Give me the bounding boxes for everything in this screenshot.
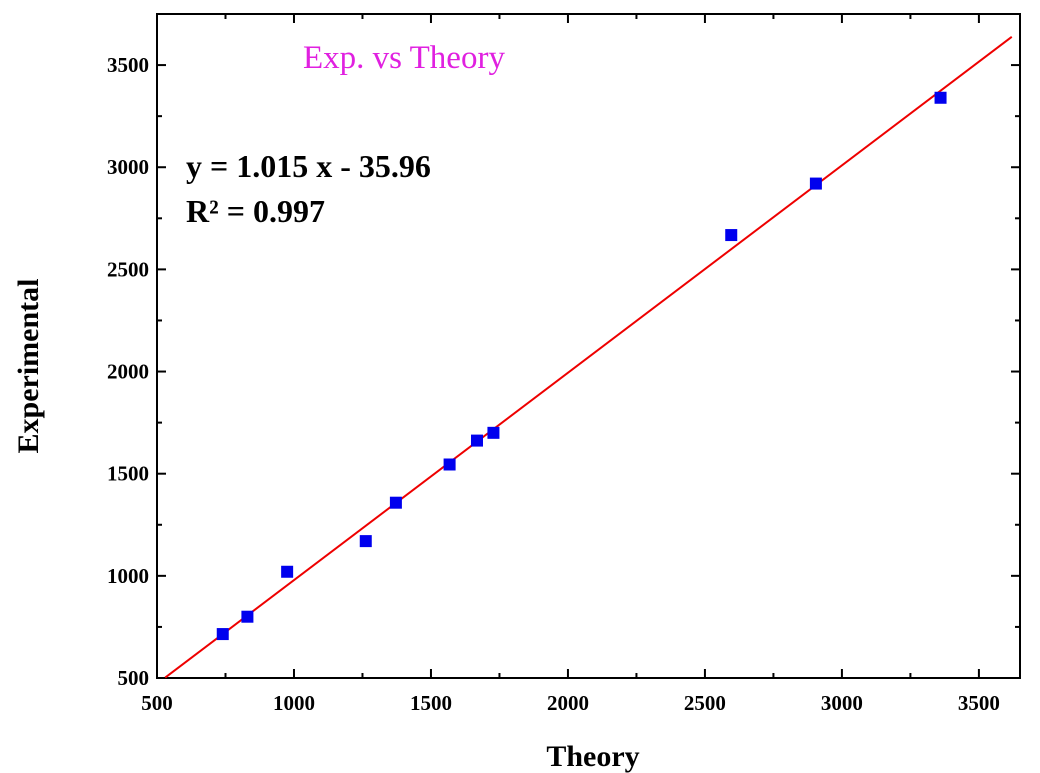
fit-line-group bbox=[164, 36, 1013, 679]
axis-ticks: 500 1000 1500 2000 2500 3000 3500 500 1000 1500 20… bbox=[107, 14, 1020, 715]
data-point bbox=[216, 628, 229, 641]
y-tick-label: 2500 bbox=[107, 257, 149, 281]
y-tick-label: 1500 bbox=[107, 462, 149, 486]
data-point bbox=[934, 91, 947, 104]
y-tick-label: 3500 bbox=[107, 53, 149, 77]
data-points bbox=[216, 91, 947, 641]
x-tick-label: 2500 bbox=[684, 691, 726, 715]
data-point bbox=[241, 610, 254, 623]
data-point bbox=[443, 458, 456, 471]
fit-equation: y = 1.015 x - 35.96 bbox=[186, 148, 431, 184]
data-point bbox=[470, 434, 483, 447]
y-tick-label: 2000 bbox=[107, 360, 149, 384]
data-point bbox=[487, 426, 500, 439]
y-tick-label: 500 bbox=[118, 666, 150, 690]
data-point bbox=[281, 565, 294, 578]
y-tick-label: 1000 bbox=[107, 564, 149, 588]
data-point bbox=[725, 229, 738, 242]
y-tick-label: 3000 bbox=[107, 155, 149, 179]
data-point bbox=[389, 496, 402, 509]
x-tick-label: 2000 bbox=[547, 691, 589, 715]
x-tick-label: 3500 bbox=[958, 691, 1000, 715]
x-axis-title: Theory bbox=[546, 740, 639, 773]
linear-fit-line bbox=[164, 36, 1013, 679]
x-tick-label: 3000 bbox=[821, 691, 863, 715]
x-tick-label: 1000 bbox=[273, 691, 315, 715]
data-point bbox=[809, 177, 822, 190]
y-axis-title: Experimental bbox=[12, 279, 45, 454]
chart-title: Exp. vs Theory bbox=[303, 40, 505, 76]
r-squared-label: R² = 0.997 bbox=[186, 193, 325, 229]
plot-frame bbox=[156, 13, 1021, 679]
data-point bbox=[359, 535, 372, 548]
x-tick-label: 500 bbox=[141, 691, 173, 715]
x-tick-label: 1500 bbox=[410, 691, 452, 715]
